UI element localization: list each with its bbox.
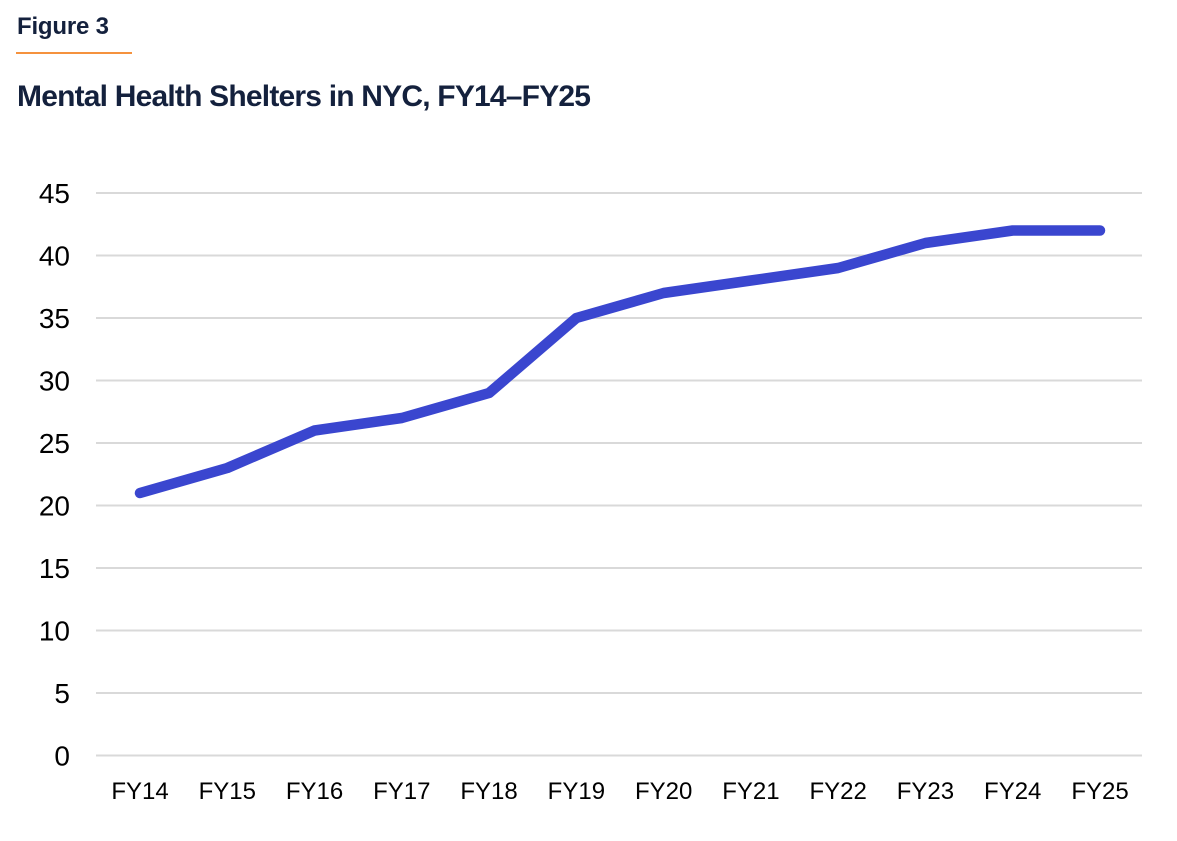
- x-axis-tick-label: FY18: [460, 778, 517, 805]
- x-axis-tick-label: FY22: [809, 778, 866, 805]
- y-axis-tick-label: 35: [39, 303, 70, 334]
- data-line: [134, 225, 1106, 499]
- figure-label-underline: [16, 52, 132, 54]
- figure-number-label: Figure 3: [17, 13, 109, 40]
- x-axis-tick-label: FY25: [1071, 778, 1128, 805]
- x-axis-tick-label: FY23: [897, 778, 954, 805]
- x-axis-tick-label: FY24: [984, 778, 1041, 805]
- x-axis-tick-label: FY21: [722, 778, 779, 805]
- x-axis-tick-label: FY16: [286, 778, 343, 805]
- y-axis-tick-label: 45: [39, 178, 70, 209]
- x-axis-tick-label: FY17: [373, 778, 430, 805]
- x-axis-tick-label: FY15: [199, 778, 256, 805]
- x-axis-tick-label: FY19: [548, 778, 605, 805]
- y-axis-tick-label: 25: [39, 428, 70, 459]
- y-axis-tick-label: 0: [54, 741, 70, 772]
- x-axis-tick-label: FY20: [635, 778, 692, 805]
- y-axis-tick-label: 15: [39, 553, 70, 584]
- chart-title: Mental Health Shelters in NYC, FY14–FY25: [17, 80, 591, 113]
- x-axis-tick-label: FY14: [111, 778, 168, 805]
- y-axis-tick-label: 20: [39, 491, 70, 522]
- y-axis-tick-label: 30: [39, 366, 70, 397]
- y-axis-tick-label: 10: [39, 616, 70, 647]
- y-axis-tick-label: 5: [54, 678, 70, 709]
- y-axis-tick-label: 40: [39, 241, 70, 272]
